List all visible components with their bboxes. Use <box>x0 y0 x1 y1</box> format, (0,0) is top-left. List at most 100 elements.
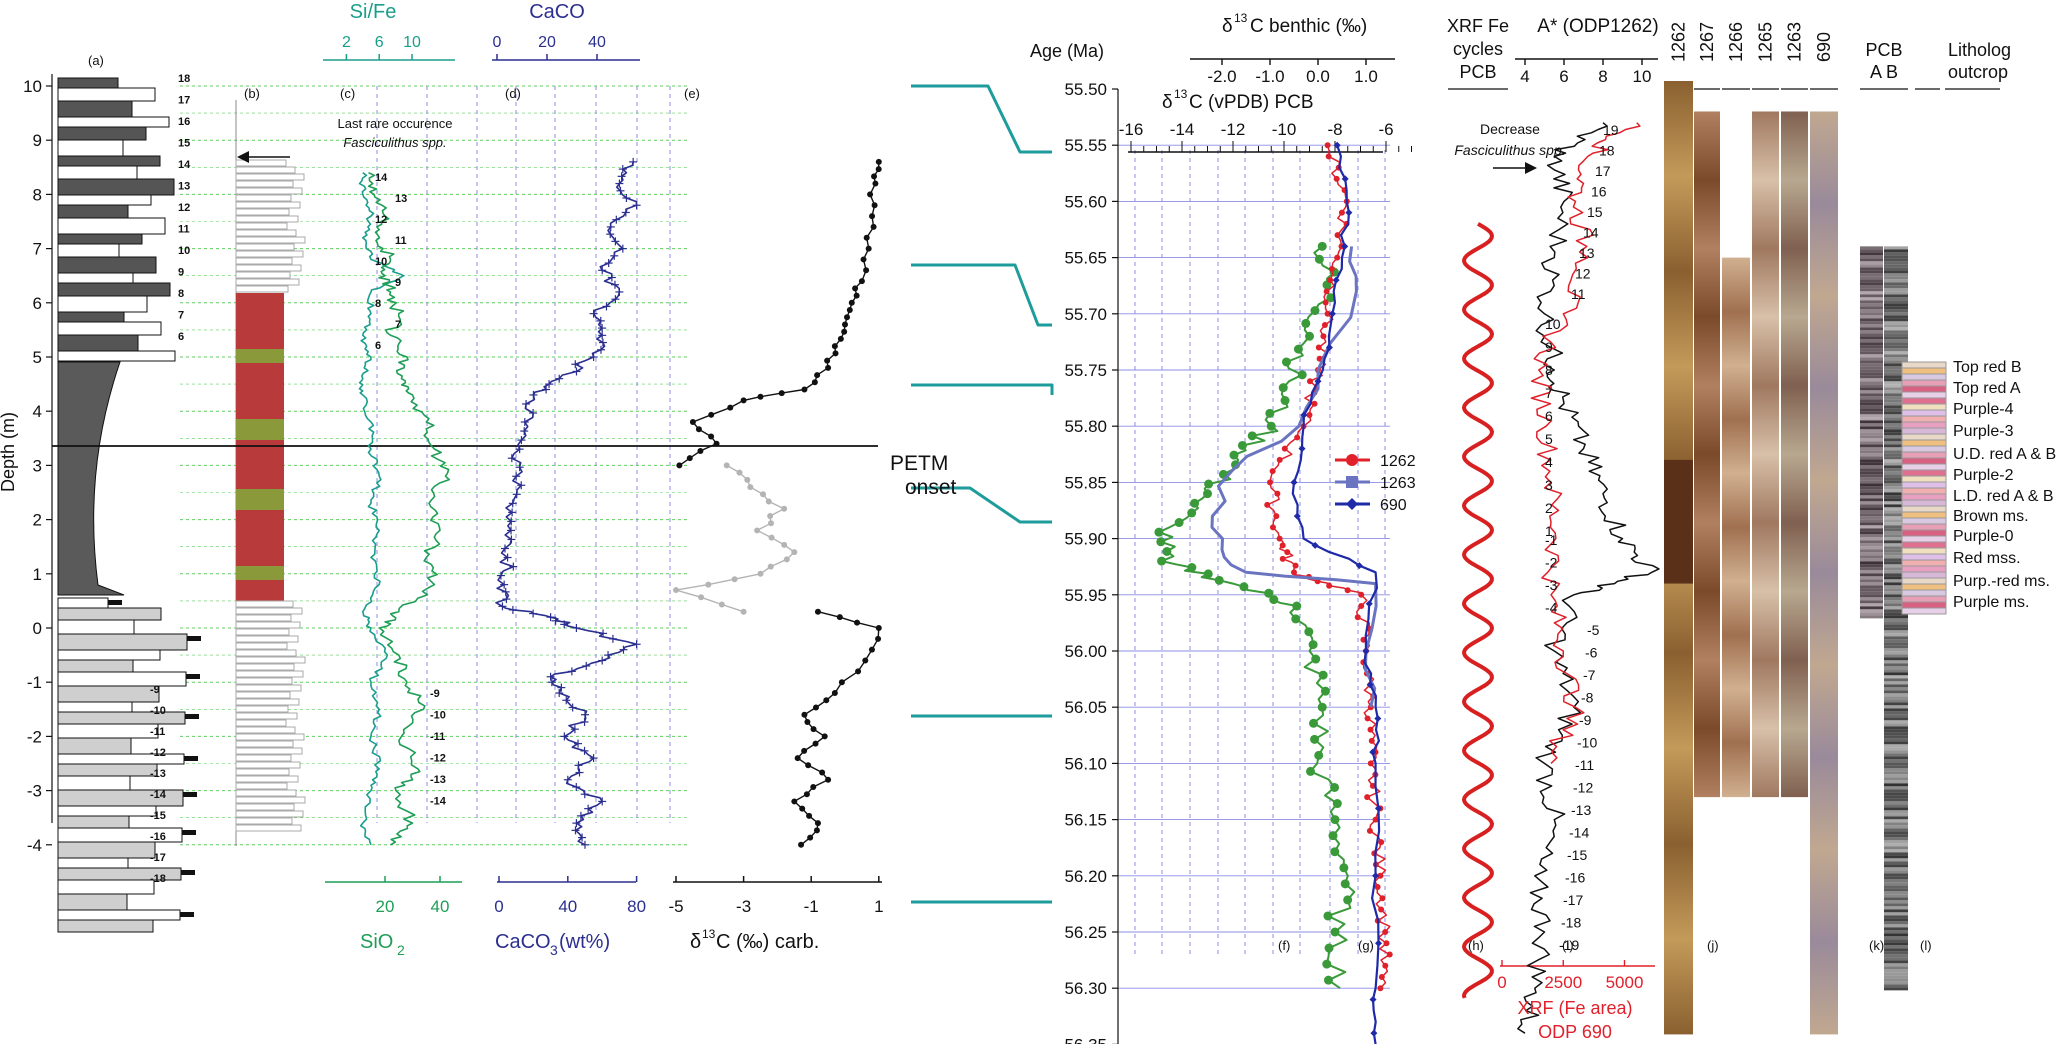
lith-bed <box>236 531 284 538</box>
log-cycle-label: -12 <box>150 747 166 759</box>
carb-upper-point <box>869 213 876 220</box>
lithology-unit-label: U.D. red A & B <box>1953 446 2056 463</box>
log-bed <box>57 619 135 635</box>
carb-upper-point <box>848 299 855 306</box>
litholog-bed <box>1901 445 1947 453</box>
sife-axis-title: Si/Fe <box>350 1 397 23</box>
litholog-bed <box>1901 607 1947 615</box>
pcb-core-band-b <box>1884 516 1908 520</box>
pcb-core-band-b <box>1884 276 1908 280</box>
pcb-core-band-b <box>1884 549 1908 553</box>
pcb-core-band-a <box>1860 606 1883 610</box>
carb-point <box>838 679 845 686</box>
pcb-point <box>1156 537 1166 547</box>
pcb-core-band-b <box>1884 285 1908 289</box>
pcb-core-band-b <box>1884 582 1908 586</box>
pcb-core-band-a <box>1860 366 1883 370</box>
astar-cycle-label: -11 <box>1575 757 1594 773</box>
depth-tick-label: 5 <box>33 348 42 367</box>
log-cycle-label: -13 <box>150 768 166 780</box>
pcb-core-band-b <box>1884 525 1908 529</box>
litholog-bed <box>1901 481 1947 489</box>
litholog-bed <box>1901 379 1947 387</box>
carb-grey-point <box>747 484 754 491</box>
pcb-point <box>1203 569 1213 579</box>
pcb-core-band-a <box>1860 573 1883 577</box>
xrf-cycles-title: XRF Fe <box>1447 16 1509 36</box>
pcb-core-band-b <box>1884 459 1908 463</box>
benthic-tick-label: -1.0 <box>1255 67 1284 86</box>
panel-letter: (j) <box>1707 938 1719 953</box>
pcb-core-band-a <box>1860 399 1883 403</box>
690-point <box>1325 344 1333 352</box>
pcb-core-band-b <box>1884 645 1908 649</box>
pcb-point <box>1162 546 1172 556</box>
carb-point <box>804 718 811 725</box>
pcb-core-band-b <box>1884 594 1908 598</box>
lith-bed <box>235 250 304 258</box>
pcb-core-band-a <box>1860 504 1883 508</box>
pcb-core-band-b <box>1884 324 1908 328</box>
age-tick-label: 56.25 <box>1064 923 1107 942</box>
pcb-core-band-b <box>1884 939 1908 943</box>
litholog-bed <box>1901 373 1947 381</box>
litholog-bed <box>1901 553 1947 561</box>
lith-bed <box>235 621 301 629</box>
pcb-core-band-b <box>1884 519 1908 523</box>
log-bed-marker <box>187 636 201 641</box>
pcb-core-band-b <box>1884 945 1908 949</box>
1262-point <box>1269 524 1276 531</box>
log-bed <box>57 723 159 739</box>
pcb-core-band-b <box>1884 828 1908 832</box>
depth-axis-title: Depth (m) <box>0 412 18 492</box>
pcb-point <box>1324 943 1334 953</box>
sife-cycle-label: 9 <box>395 277 401 289</box>
1262-point <box>1269 468 1276 475</box>
pcb-core-band-a <box>1860 405 1883 409</box>
pcb-core-band-a <box>1860 417 1883 421</box>
legend-label: 1263 <box>1380 475 1416 492</box>
lith-bed <box>235 719 287 727</box>
pcb-core-band-b <box>1884 654 1908 658</box>
pcb-core-band-a <box>1860 336 1883 340</box>
pcb-core-band-b <box>1884 489 1908 493</box>
log-bed <box>57 77 119 89</box>
pcb-core-band-b <box>1884 357 1908 361</box>
pcb-header: A B <box>1870 62 1898 82</box>
lith-bed <box>236 335 284 342</box>
carb-upper-point <box>708 411 715 418</box>
carb-upper-point <box>844 314 851 321</box>
pcb-core-band-b <box>1884 591 1908 595</box>
carb-grey-point <box>757 570 764 577</box>
pcb-core-band-b <box>1884 837 1908 841</box>
sife-cycle-label: 14 <box>375 172 388 184</box>
pcb-point <box>1323 975 1333 985</box>
pcb-core-band-b <box>1884 786 1908 790</box>
pcb-core-band-b <box>1884 378 1908 382</box>
lith-bed <box>236 552 284 559</box>
pcb-core-band-a <box>1860 279 1883 283</box>
pcb-core-band-b <box>1884 762 1908 766</box>
lith-bed <box>235 677 293 685</box>
pcb-point <box>1187 563 1197 573</box>
lith-bed <box>235 656 306 664</box>
lithology-unit-label: Top red A <box>1953 380 2021 397</box>
1262-point <box>1369 782 1376 789</box>
pcb-core-band-a <box>1860 249 1883 253</box>
litholog-bed <box>1901 595 1947 603</box>
pcb-point <box>1317 241 1327 251</box>
pcb-core-band-b <box>1884 669 1908 673</box>
age-tick-label: 55.90 <box>1064 530 1107 549</box>
lith-bed <box>236 461 284 468</box>
panel-letter: (c) <box>340 86 355 101</box>
pcb-point <box>1310 306 1320 316</box>
pcb-core-band-b <box>1884 456 1908 460</box>
pcb-point <box>1304 627 1314 637</box>
pcb-core-band-b <box>1884 969 1908 973</box>
pcb-point <box>1340 879 1350 889</box>
1262-point <box>1325 153 1332 160</box>
pcb-core-band-b <box>1884 693 1908 697</box>
pcb-core-band-a <box>1860 321 1883 325</box>
pcb-core-band-b <box>1884 960 1908 964</box>
log-cycle-label: -9 <box>150 684 160 696</box>
